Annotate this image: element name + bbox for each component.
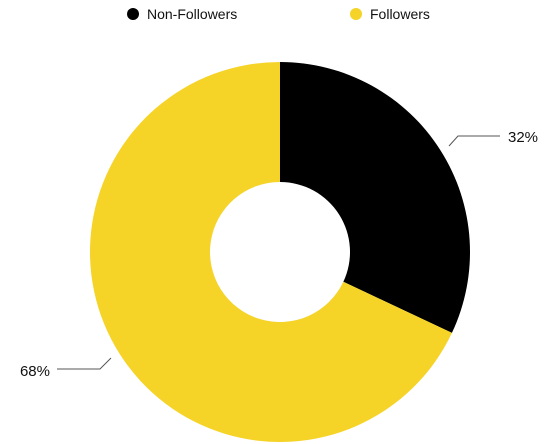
slice-followers [90, 62, 452, 442]
legend-swatch-non-followers [127, 8, 139, 20]
legend-swatch-followers [350, 8, 362, 20]
legend-item-followers: Followers [350, 6, 430, 22]
legend-label-followers: Followers [370, 6, 430, 22]
legend-label-non-followers: Non-Followers [147, 6, 238, 22]
data-label-followers: 68% [20, 363, 50, 380]
data-label-non-followers: 32% [508, 129, 538, 146]
leader-line-non-followers [448, 135, 500, 147]
slice-non-followers [280, 62, 470, 333]
leader-line-followers [57, 357, 112, 370]
legend-item-non-followers: Non-Followers [127, 6, 237, 22]
